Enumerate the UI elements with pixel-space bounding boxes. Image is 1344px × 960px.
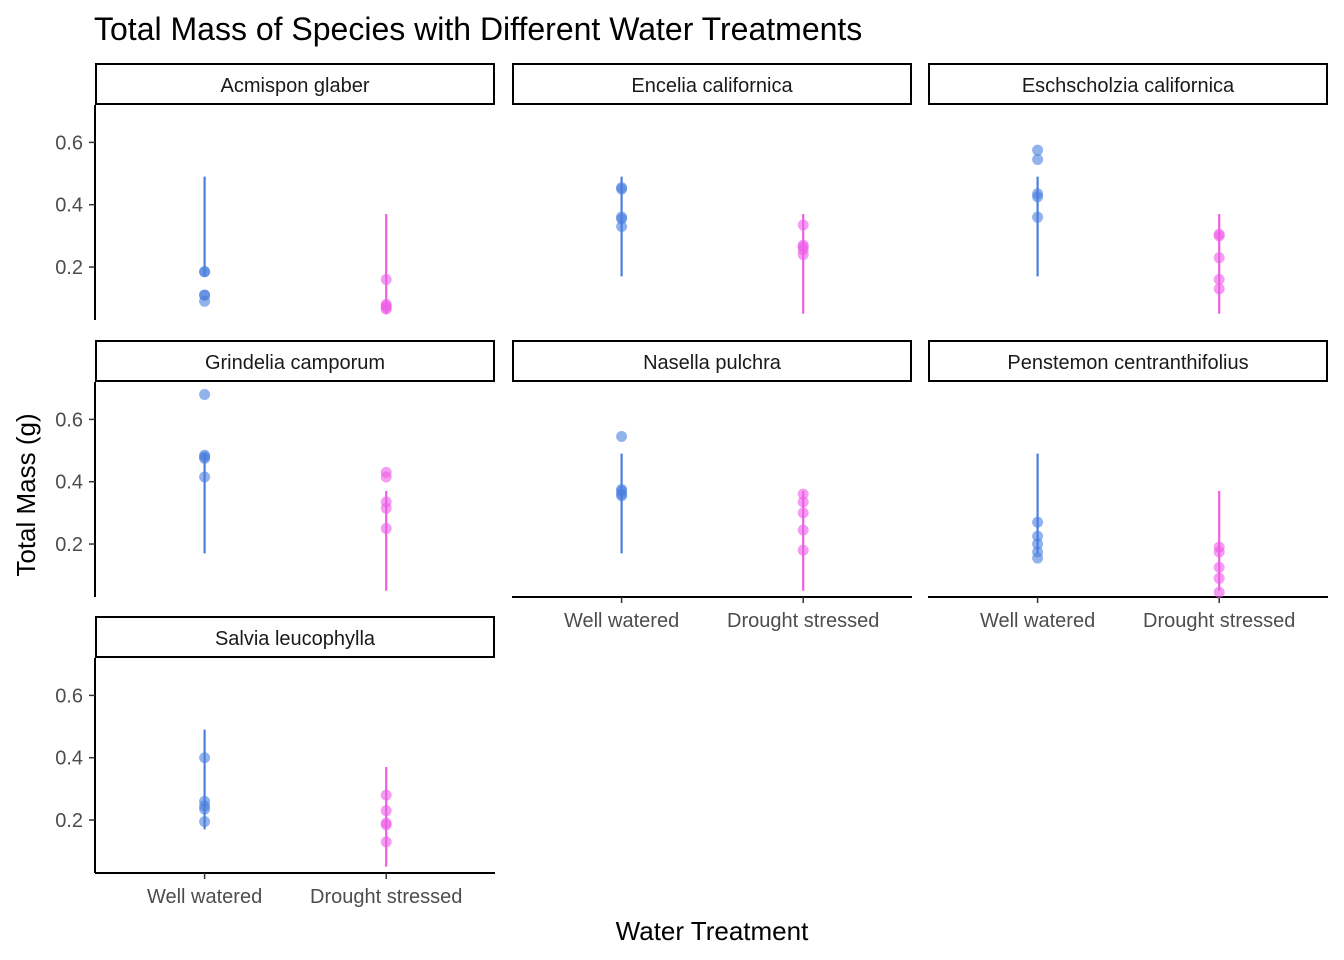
data-point (380, 805, 392, 817)
data-point (199, 266, 211, 278)
strip-label: Penstemon centranthifolius (1007, 352, 1248, 374)
data-point (1213, 586, 1225, 598)
strip-label: Eschscholzia californica (1022, 75, 1235, 97)
data-point (1213, 230, 1225, 242)
data-point (380, 471, 392, 483)
strip-box (512, 63, 912, 105)
x-axis-title: Water Treatment (616, 916, 809, 946)
data-point (797, 524, 809, 536)
data-point (199, 803, 211, 815)
y-tick-label: 0.2 (55, 810, 83, 832)
strip-box (95, 63, 495, 105)
strip-box (512, 340, 912, 382)
facet-panels: Acmispon glaber 0.2 0.4 0.6 Encelia californ… (55, 63, 1328, 908)
data-point (380, 819, 392, 831)
data-point (616, 213, 628, 225)
data-point (797, 507, 809, 519)
panel-eschscholzia-californica: Eschscholzia californica (928, 63, 1328, 314)
data-point (616, 431, 628, 443)
data-point (1213, 252, 1225, 264)
data-point (1032, 211, 1044, 223)
data-point (1213, 546, 1225, 558)
data-point (199, 295, 211, 307)
data-point (1213, 283, 1225, 295)
strip-label: Grindelia camporum (205, 352, 385, 374)
x-tick-label: Drought stressed (1143, 610, 1295, 632)
strip-label: Acmispon glaber (221, 75, 370, 97)
data-point (1032, 552, 1044, 564)
panel-penstemon-centranthifolius: Penstemon centranthifolius Well watered Dr… (928, 340, 1328, 632)
data-point (1032, 144, 1044, 156)
data-point (199, 816, 211, 828)
data-point (199, 471, 211, 483)
data-point (380, 273, 392, 285)
x-tick-label: Well watered (980, 610, 1095, 632)
data-point (1213, 273, 1225, 285)
y-tick-label: 0.6 (55, 132, 83, 154)
y-tick-label: 0.6 (55, 685, 83, 707)
x-tick-label: Drought stressed (310, 886, 462, 908)
data-point (1213, 572, 1225, 584)
data-point (797, 219, 809, 231)
panel-salvia-leucophylla: Salvia leucophylla 0.2 0.4 0.6 Well watered D… (55, 616, 495, 908)
data-point (199, 752, 211, 764)
panel-acmispon-glaber: Acmispon glaber 0.2 0.4 0.6 (55, 63, 495, 320)
data-point (380, 789, 392, 801)
data-point (199, 388, 211, 400)
x-tick-label: Well watered (147, 886, 262, 908)
y-tick-label: 0.4 (55, 195, 83, 217)
y-tick-label: 0.6 (55, 409, 83, 431)
x-tick-label: Well watered (564, 610, 679, 632)
data-point (797, 249, 809, 261)
data-point (616, 183, 628, 195)
strip-box (928, 63, 1328, 105)
strip-box (95, 616, 495, 658)
y-tick-label: 0.4 (55, 472, 83, 494)
data-point (1032, 530, 1044, 542)
data-point (199, 452, 211, 464)
chart-title: Total Mass of Species with Different Wat… (94, 11, 862, 47)
data-point (380, 522, 392, 534)
x-tick-label: Drought stressed (727, 610, 879, 632)
y-tick-label: 0.2 (55, 534, 83, 556)
strip-box (95, 340, 495, 382)
y-axis-title: Total Mass (g) (11, 413, 41, 576)
data-point (797, 544, 809, 556)
strip-label: Salvia leucophylla (215, 628, 376, 650)
data-point (616, 490, 628, 502)
y-tick-label: 0.2 (55, 257, 83, 279)
data-point (1213, 561, 1225, 573)
strip-label: Nasella pulchra (643, 352, 782, 374)
panel-nasella-pulchra: Nasella pulchra Well watered Drought stres… (512, 340, 912, 632)
data-point (1032, 538, 1044, 550)
panel-encelia-californica: Encelia californica (512, 63, 912, 314)
data-point (380, 502, 392, 514)
data-point (380, 303, 392, 315)
y-tick-label: 0.4 (55, 748, 83, 770)
strip-label: Encelia californica (631, 75, 793, 97)
data-point (616, 221, 628, 233)
data-point (1032, 191, 1044, 203)
data-point (797, 496, 809, 508)
panel-grindelia-camporum: Grindelia camporum 0.2 0.4 0.6 (55, 340, 495, 597)
data-point (797, 488, 809, 500)
data-point (380, 836, 392, 848)
data-point (1032, 516, 1044, 528)
strip-box (928, 340, 1328, 382)
data-point (1032, 154, 1044, 166)
